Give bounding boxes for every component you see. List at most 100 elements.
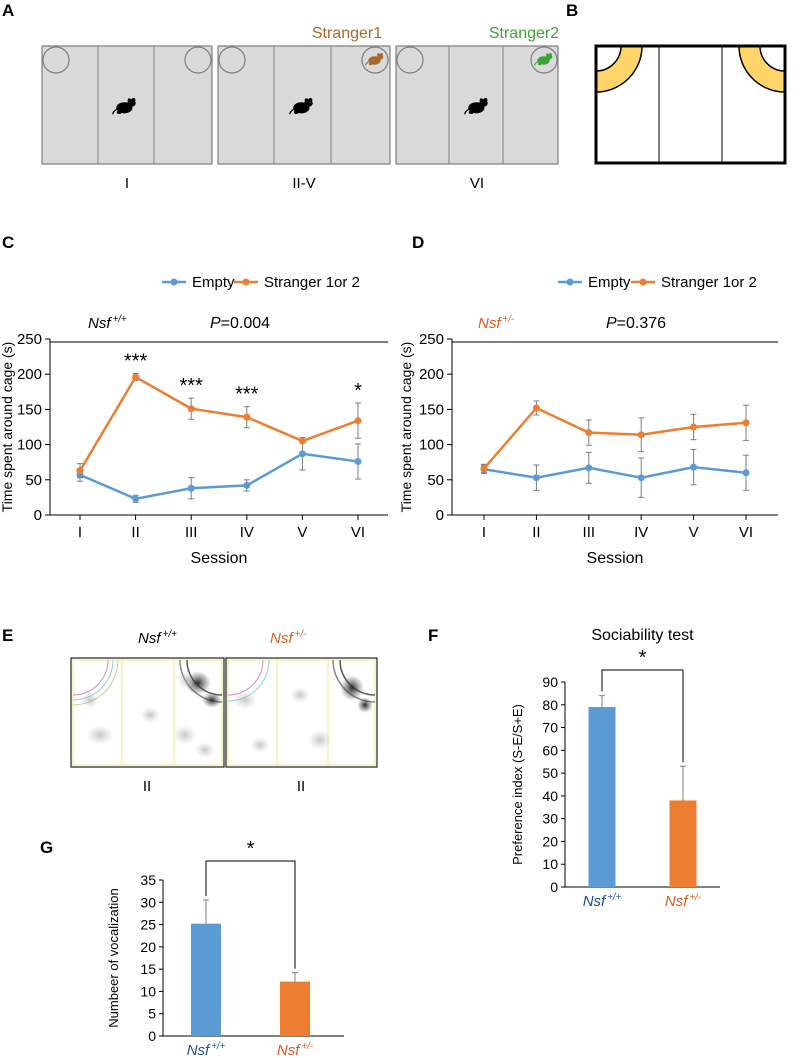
y-tick-label: 250 (17, 331, 42, 348)
panel-label: C (2, 233, 14, 252)
arena-caption: I (125, 175, 129, 192)
y-tick-label: 100 (17, 437, 42, 454)
legend: Empty Stranger 1or 2 (558, 274, 757, 291)
legend-label: Stranger 1or 2 (264, 274, 360, 291)
y-tick-label: 30 (140, 894, 156, 910)
y-tick-label: 20 (542, 833, 558, 849)
significance-bracket (601, 669, 684, 763)
y-tick-label: 70 (542, 720, 558, 736)
data-point (187, 484, 195, 492)
significance-marker: * (354, 380, 362, 402)
legend-marker (566, 278, 574, 286)
y-tick-label: 10 (542, 856, 558, 872)
legend-label: Stranger 1or 2 (661, 274, 757, 291)
x-tick-label: V (689, 524, 699, 541)
y-tick-label: 60 (542, 742, 558, 758)
y-axis-title: Numbeer of vocalization (106, 888, 121, 1027)
legend-marker (170, 278, 178, 286)
data-point (132, 373, 140, 381)
panel-b: B (566, 1, 787, 165)
data-point (585, 429, 593, 437)
legend: Empty Stranger 1or 2 (162, 274, 360, 291)
x-tick-label: VI (739, 524, 753, 541)
category-label: Nsf +/- (665, 892, 702, 910)
y-tick-label: 0 (436, 507, 444, 524)
x-axis-title: Session (191, 550, 248, 567)
data-point (480, 465, 488, 473)
heatmap-caption: II (297, 778, 305, 795)
x-tick-label: II (532, 524, 540, 541)
panel-a: A I Stranger1 II-V (2, 1, 559, 192)
data-point (532, 474, 540, 482)
bar (588, 707, 616, 887)
bar (280, 981, 310, 1036)
x-tick-label: IV (634, 524, 648, 541)
heatmap-genotype-het: Nsf +/- (270, 629, 307, 647)
y-tick-label: 200 (419, 366, 444, 383)
x-tick-label: I (78, 524, 82, 541)
y-tick-label: 80 (542, 697, 558, 713)
panel-label-e: E (2, 626, 13, 645)
y-tick-label: 150 (419, 401, 444, 418)
legend-marker (242, 278, 250, 286)
series-stranger-1or-2 (480, 400, 750, 474)
legend-label: Empty (192, 274, 235, 291)
significance-bracket (205, 860, 296, 969)
x-tick-label: III (583, 524, 596, 541)
y-tick-label: 0 (550, 879, 558, 895)
data-point (532, 404, 540, 412)
data-point (742, 469, 750, 477)
data-point (742, 419, 750, 427)
y-tick-label: 0 (34, 507, 42, 524)
series-line (483, 406, 747, 470)
y-tick-label: 35 (140, 872, 156, 888)
x-tick-label: I (482, 524, 486, 541)
chart-f: F Sociability test 0 10 20 30 40 50 60 70 80 90 Pref… (428, 626, 720, 910)
heatmap-caption: II (143, 778, 151, 795)
y-tick-label: 5 (148, 1006, 156, 1022)
bar (669, 800, 697, 887)
panel-label-a: A (2, 1, 14, 20)
panel-label: D (412, 233, 424, 252)
data-point (243, 481, 251, 489)
arena-box-1: I (41, 45, 213, 192)
significance-marker: *** (124, 350, 148, 372)
genotype-label: Nsf +/- (478, 314, 515, 332)
heatmap-het: II (225, 657, 378, 795)
y-tick-label: 250 (419, 331, 444, 348)
y-tick-label: 0 (148, 1028, 156, 1044)
bar (191, 923, 221, 1036)
y-tick-label: 90 (542, 674, 558, 690)
y-tick-label: 50 (542, 765, 558, 781)
significance-marker: * (247, 838, 255, 860)
category-label: Nsf +/- (277, 1041, 314, 1058)
panel-e: E Nsf +/+ Nsf +/- II (2, 626, 378, 795)
significance-marker: *** (180, 375, 204, 397)
data-point (354, 417, 362, 425)
y-tick-label: 150 (17, 401, 42, 418)
y-tick-label: 40 (542, 788, 558, 804)
arena-box-2: Stranger1 II-V (217, 25, 391, 192)
chart-c: C Empty Stranger 1or 2 Nsf +/+ P=0.004 0 50 100 1… (0, 233, 388, 567)
y-tick-label: 50 (427, 472, 444, 489)
x-tick-label: III (185, 524, 198, 541)
x-tick-label: II (131, 524, 139, 541)
data-point (354, 457, 362, 465)
data-point (187, 405, 195, 413)
series-empty (76, 437, 362, 503)
y-tick-label: 50 (25, 472, 42, 489)
category-label: Nsf +/+ (583, 892, 622, 910)
stranger-label: Stranger1 (312, 25, 382, 42)
p-value: P=0.376 (606, 315, 666, 332)
y-tick-label: 20 (140, 939, 156, 955)
y-tick-label: 100 (419, 437, 444, 454)
series-empty (480, 449, 750, 498)
panel-label-b: B (566, 1, 578, 20)
interaction-zone-left (595, 45, 643, 93)
significance-marker: *** (235, 384, 259, 406)
arena-box-3: Stranger2 VI (395, 25, 559, 192)
y-axis-title: Time spent around cage (s) (0, 342, 15, 513)
x-tick-label: VI (351, 524, 365, 541)
panel-label: G (40, 838, 53, 857)
heatmap-wt: II (70, 657, 225, 795)
